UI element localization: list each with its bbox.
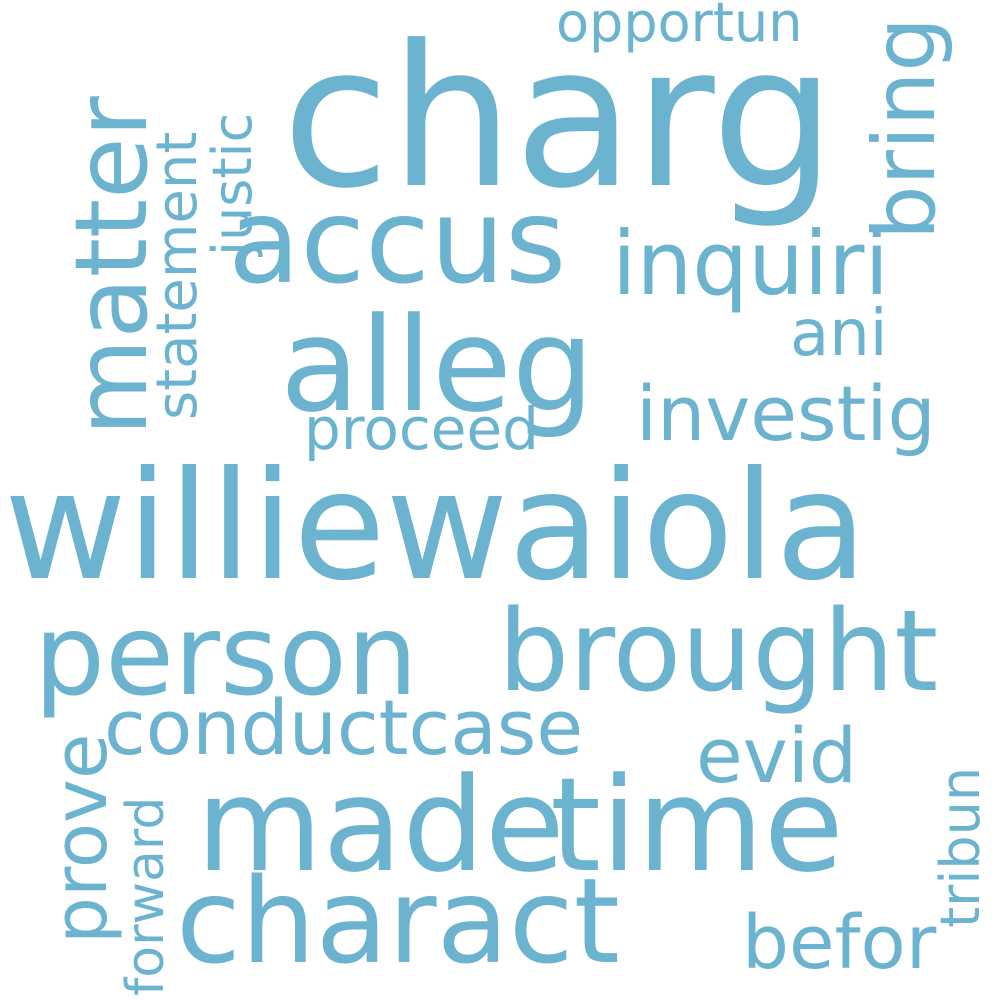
word-bring: bring: [855, 17, 955, 240]
word-opportun: opportun: [556, 0, 803, 54]
word-befor: befor: [742, 900, 937, 986]
word-tribun: tribun: [929, 766, 992, 928]
word-brought: brought: [498, 587, 939, 717]
word-prove: prove: [38, 733, 124, 944]
word-accus: accus: [228, 172, 567, 310]
word-made: made: [196, 749, 565, 901]
word-proceed: proceed: [304, 395, 539, 463]
word-evid: evid: [696, 711, 858, 800]
word-inquiri: inquiri: [612, 212, 889, 315]
word-time: time: [550, 749, 844, 901]
word-conductcase: conductcase: [104, 683, 584, 772]
word-charact: charact: [176, 852, 620, 990]
word-williewaiola: williewaiola: [4, 440, 868, 614]
word-investig: investig: [636, 369, 936, 458]
word-statement: statement: [145, 131, 210, 420]
word-person: person: [34, 591, 418, 721]
word-charg: charg: [282, 4, 836, 232]
word-forward: forward: [116, 796, 176, 996]
word-ani: ani: [790, 297, 888, 371]
word-alleg: alleg: [280, 289, 595, 441]
word-justic: justic: [201, 112, 264, 256]
